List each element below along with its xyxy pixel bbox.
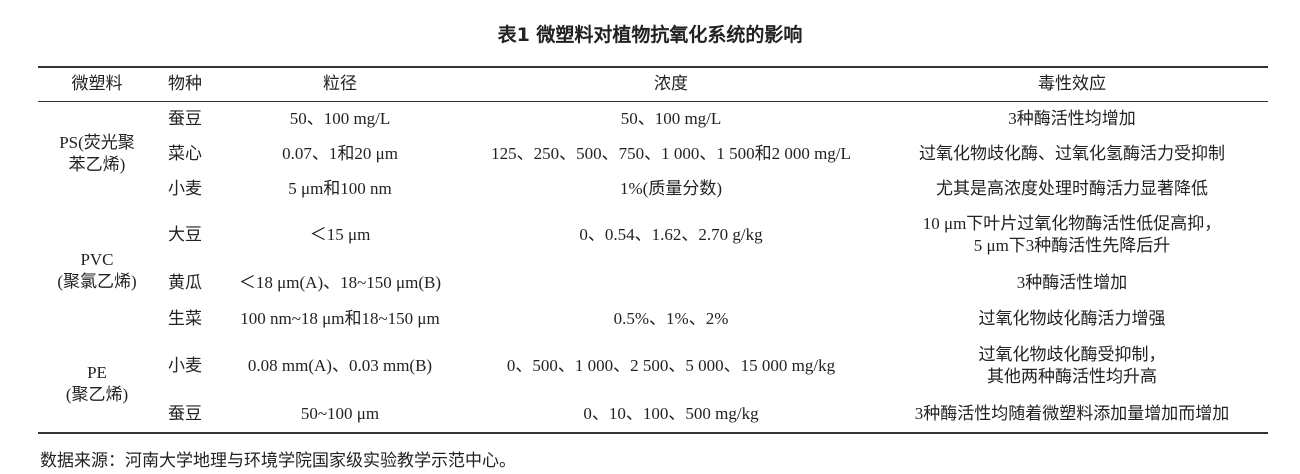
table-row: 菜心 0.07、1和20 μm 125、250、500、750、1 000、1 50… (38, 136, 1268, 171)
size-cell: 5 μm和100 nm (288, 178, 392, 198)
table-row: 生菜 100 nm~18 μm和18~150 μm 0.5%、1%、2% 过氧化物歧化… (38, 302, 1268, 336)
effect-cell: 尤其是高浓度处理时酶活力显著降低 (936, 178, 1208, 198)
species-cell: 小麦 (168, 178, 202, 198)
material-cell: PS(荧光聚 苯乙烯) (59, 132, 135, 174)
table-row: 黄瓜 ＜18 μm(A)、18~150 μm(B) 3种酶活性增加 (38, 264, 1268, 302)
table-row: 小麦 5 μm和100 nm 1%(质量分数) 尤其是高浓度处理时酶活力显著降低 (38, 171, 1268, 206)
effect-cell: 3种酶活性均增加 (1008, 108, 1136, 128)
effect-cell: 过氧化物歧化酶活力增强 (978, 309, 1166, 328)
table-body: PS(荧光聚 苯乙烯) 蚕豆 50、100 mg/L 50、100 mg/L 3种酶活性… (38, 101, 1268, 433)
concentration-cell: 50、100 mg/L (620, 108, 722, 128)
table-row: 蚕豆 50~100 μm 0、10、100、500 mg/kg 3种酶活性均随着微塑料… (38, 396, 1268, 433)
empty-cell (466, 264, 876, 302)
effect-cell: 3种酶活性增加 (1016, 273, 1128, 292)
header-cell: 毒性效应 (1038, 74, 1106, 94)
header-cell: 浓度 (654, 74, 688, 94)
concentration-cell: 0、0.54、1.62、2.70 g/kg (579, 225, 763, 244)
table-title: 表1 微塑料对植物抗氧化系统的影响 (497, 24, 803, 46)
effect-cell: 10 μm下叶片过氧化物酶活性低促高抑， 5 μm下3种酶活性先降后升 (922, 214, 1222, 255)
concentration-cell: 1%(质量分数) (620, 178, 722, 198)
table-row: PS(荧光聚 苯乙烯) 蚕豆 50、100 mg/L 50、100 mg/L 3种酶活性… (38, 101, 1268, 174)
size-cell: 50~100 μm (300, 404, 380, 423)
header-cell: 物种 (168, 74, 202, 94)
size-cell: 100 nm~18 μm和18~150 μm (240, 309, 440, 328)
effect-cell: 过氧化物歧化酶受抑制， 其他两种酶活性均升高 (978, 345, 1166, 386)
source-note: 数据来源：河南大学地理与环境学院国家级实验教学示范中心。 (40, 451, 516, 470)
material-cell: PVC (聚氯乙烯) (57, 250, 137, 291)
table-row: PVC (聚氯乙烯) 大豆 ＜15 μm 0、0.54、1.62、2.70 g/kg 1… (38, 206, 1268, 291)
material-cell: PE (聚乙烯) (65, 363, 129, 404)
species-cell: 菜心 (168, 143, 202, 163)
effect-cell: 过氧化物歧化酶、过氧化氢酶活力受抑制 (919, 143, 1225, 163)
species-cell: 黄瓜 (168, 273, 202, 292)
table-row: PE (聚乙烯) 小麦 0.08 mm(A)、0.03 mm(B) 0、500、1 0… (38, 336, 1268, 404)
size-cell: 0.07、1和20 μm (282, 143, 398, 163)
concentration-cell: 125、250、500、750、1 000、1 500和2 000 mg/L (491, 143, 851, 163)
species-cell: 小麦 (168, 356, 202, 375)
species-cell: 蚕豆 (168, 108, 202, 128)
data-table: 微塑料 物种 粒径 浓度 毒性效应 PS(荧光聚 苯乙烯) 蚕豆 50、100 mg/L 50… (38, 66, 1268, 434)
header-cell: 微塑料 (71, 74, 123, 94)
header-cell: 粒径 (323, 74, 357, 94)
size-cell: 0.08 mm(A)、0.03 mm(B) (247, 356, 433, 375)
concentration-cell: 0.5%、1%、2% (613, 309, 729, 328)
species-cell: 生菜 (168, 309, 202, 328)
size-cell: ＜18 μm(A)、18~150 μm(B) (238, 273, 442, 292)
size-cell: ＜15 μm (309, 225, 371, 244)
concentration-cell: 0、10、100、500 mg/kg (583, 404, 759, 423)
effect-cell: 3种酶活性均随着微塑料添加量增加而增加 (914, 404, 1230, 423)
species-cell: 蚕豆 (168, 404, 202, 423)
concentration-cell: 0、500、1 000、2 500、5 000、15 000 mg/kg (506, 356, 836, 375)
species-cell: 大豆 (168, 225, 202, 244)
size-cell: 50、100 mg/L (289, 108, 391, 128)
header-row: 微塑料 物种 粒径 浓度 毒性效应 (38, 67, 1268, 101)
